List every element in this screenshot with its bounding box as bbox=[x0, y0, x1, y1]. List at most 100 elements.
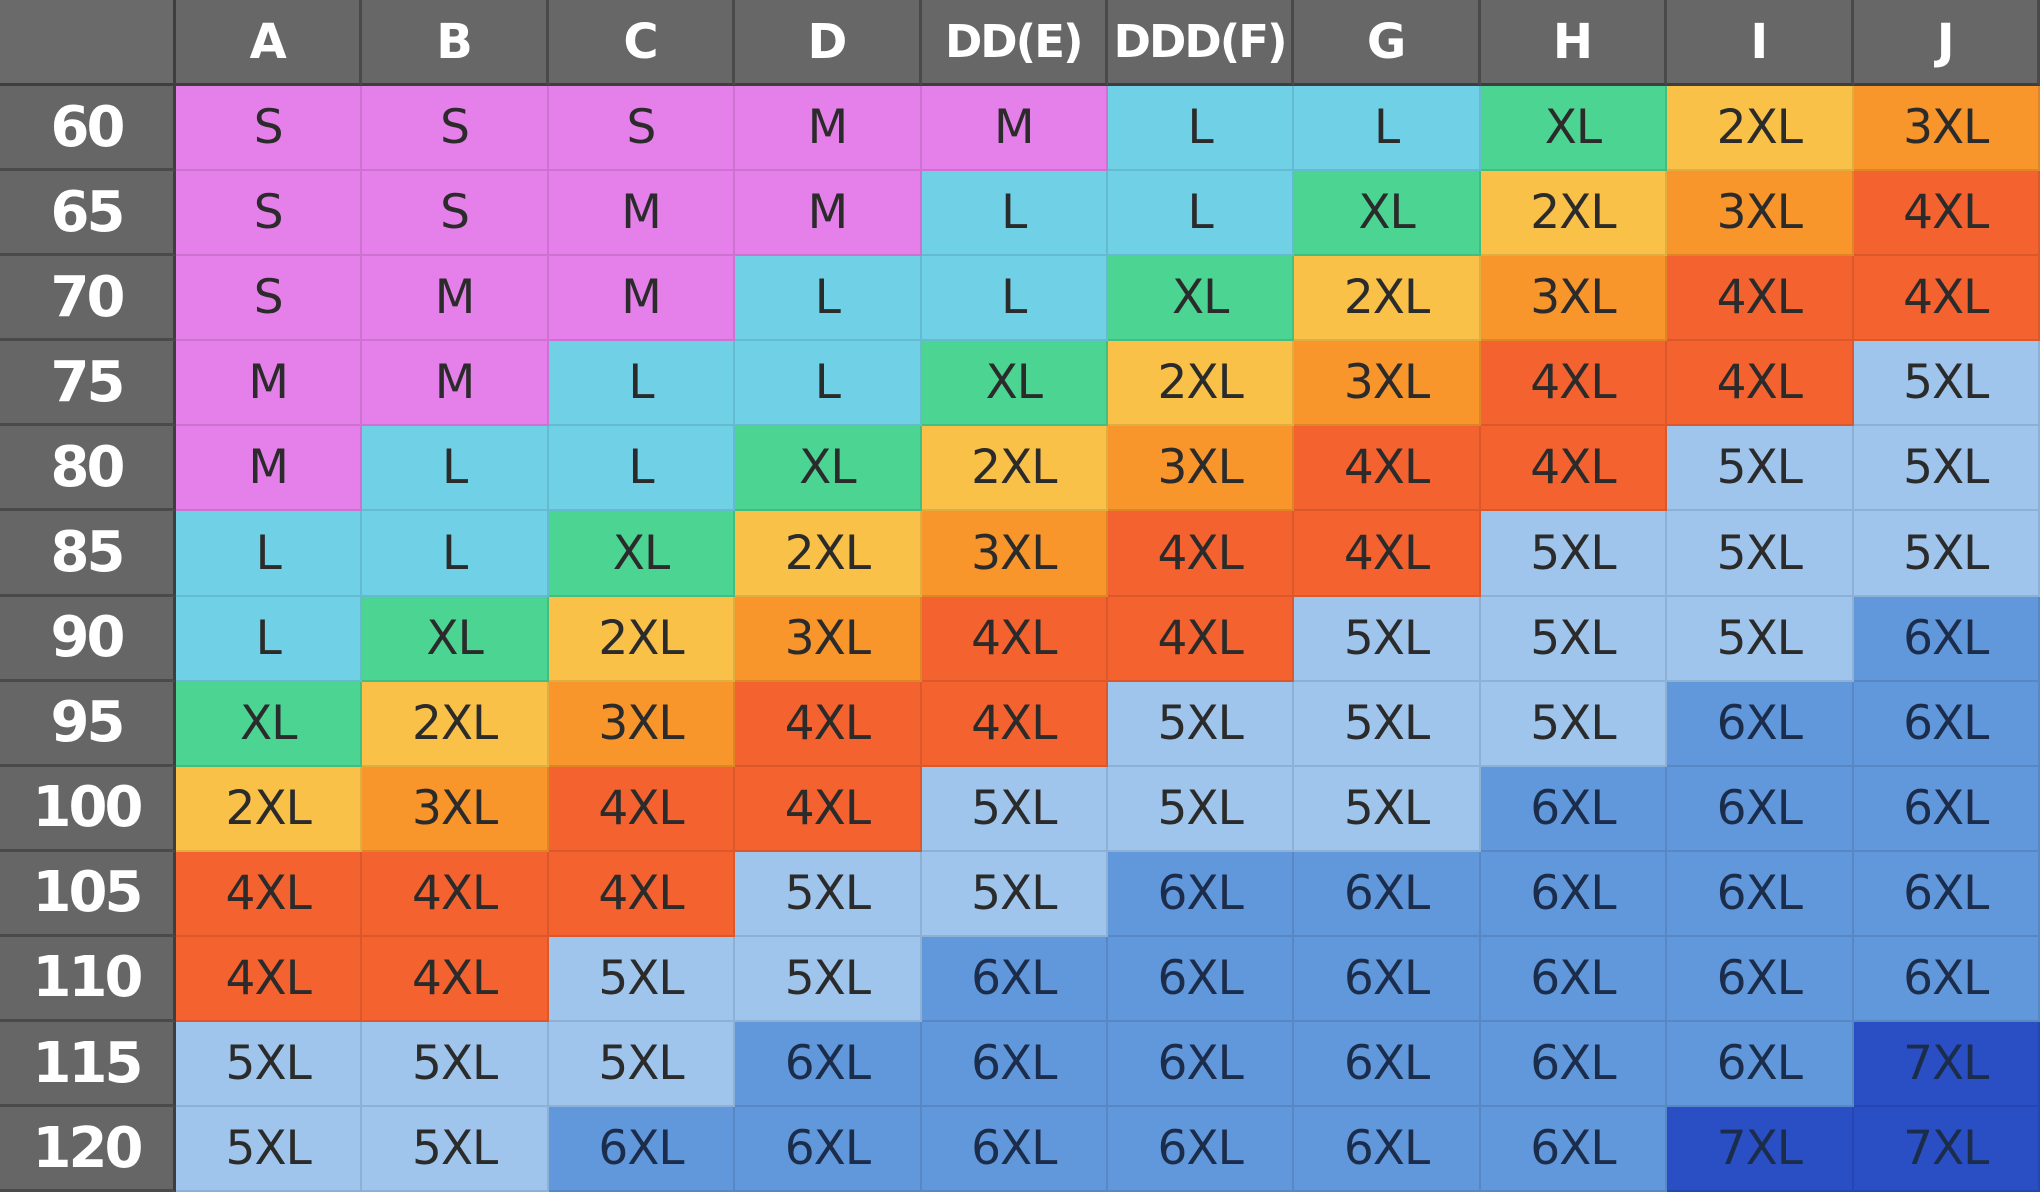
size-cell: 2XL bbox=[362, 681, 549, 767]
size-cell: 2XL bbox=[921, 426, 1108, 512]
size-cell: 3XL bbox=[1667, 171, 1854, 257]
size-cell: 4XL bbox=[548, 766, 736, 852]
size-cell: 5XL bbox=[1480, 681, 1668, 767]
size-cell: 6XL bbox=[921, 1022, 1108, 1108]
cup-header: G bbox=[1294, 0, 1481, 86]
table-corner bbox=[0, 0, 176, 86]
band-header: 100 bbox=[0, 766, 176, 852]
size-cell: S bbox=[362, 86, 549, 172]
size-cell: S bbox=[176, 86, 363, 172]
size-cell: 4XL bbox=[548, 851, 736, 937]
cup-header: D bbox=[735, 0, 922, 86]
size-cell: M bbox=[176, 341, 363, 427]
size-cell: 4XL bbox=[176, 936, 363, 1023]
size-cell: 5XL bbox=[1667, 511, 1854, 597]
band-header: 80 bbox=[0, 426, 176, 512]
size-cell: S bbox=[362, 171, 549, 257]
size-cell: 5XL bbox=[735, 936, 922, 1023]
size-cell: 6XL bbox=[1667, 766, 1854, 852]
band-header: 90 bbox=[0, 596, 176, 682]
size-cell: 5XL bbox=[548, 1022, 736, 1108]
size-cell: L bbox=[362, 511, 549, 597]
band-header: 75 bbox=[0, 341, 176, 427]
size-cell: L bbox=[176, 511, 363, 597]
size-cell: 6XL bbox=[1480, 851, 1668, 937]
size-cell: L bbox=[735, 256, 922, 342]
size-cell: L bbox=[548, 426, 736, 512]
size-cell: L bbox=[1107, 171, 1295, 257]
size-cell: 6XL bbox=[1294, 851, 1481, 937]
size-cell: 2XL bbox=[176, 766, 363, 852]
size-cell: 4XL bbox=[1107, 511, 1295, 597]
band-header: 110 bbox=[0, 936, 176, 1023]
size-cell: 6XL bbox=[1853, 766, 2040, 852]
size-cell: S bbox=[548, 86, 736, 172]
size-cell: S bbox=[176, 256, 363, 342]
size-cell: 5XL bbox=[176, 1022, 363, 1108]
size-cell: L bbox=[362, 426, 549, 512]
size-cell: XL bbox=[362, 596, 549, 682]
size-cell: 6XL bbox=[1667, 681, 1854, 767]
size-cell: 4XL bbox=[921, 681, 1108, 767]
size-cell: 6XL bbox=[1853, 681, 2040, 767]
size-cell: 3XL bbox=[1853, 86, 2040, 172]
size-cell: 2XL bbox=[1107, 341, 1295, 427]
size-cell: 5XL bbox=[1853, 426, 2040, 512]
size-cell: 5XL bbox=[1294, 681, 1481, 767]
size-cell: XL bbox=[921, 341, 1108, 427]
size-cell: XL bbox=[1294, 171, 1481, 257]
size-cell: 3XL bbox=[548, 681, 736, 767]
size-cell: 5XL bbox=[1853, 341, 2040, 427]
size-cell: 6XL bbox=[1480, 936, 1668, 1023]
size-cell: 7XL bbox=[1667, 1107, 1854, 1192]
cup-header: DD(E) bbox=[921, 0, 1108, 86]
size-cell: 5XL bbox=[921, 851, 1108, 937]
size-cell: 6XL bbox=[1853, 596, 2040, 682]
size-cell: M bbox=[176, 426, 363, 512]
size-cell: 5XL bbox=[1853, 511, 2040, 597]
band-header: 85 bbox=[0, 511, 176, 597]
size-cell: 6XL bbox=[1294, 1022, 1481, 1108]
size-cell: 2XL bbox=[1667, 86, 1854, 172]
size-cell: 4XL bbox=[1294, 426, 1481, 512]
band-header: 60 bbox=[0, 86, 176, 172]
size-cell: 4XL bbox=[1294, 511, 1481, 597]
size-cell: 4XL bbox=[1667, 341, 1854, 427]
band-header: 70 bbox=[0, 256, 176, 342]
size-cell: 5XL bbox=[1480, 596, 1668, 682]
band-header: 65 bbox=[0, 171, 176, 257]
size-cell: 4XL bbox=[1853, 171, 2040, 257]
size-cell: 6XL bbox=[921, 1107, 1108, 1192]
size-cell: 6XL bbox=[1480, 766, 1668, 852]
size-cell: M bbox=[548, 256, 736, 342]
size-cell: 4XL bbox=[1107, 596, 1295, 682]
cup-header: B bbox=[362, 0, 549, 86]
size-cell: 3XL bbox=[921, 511, 1108, 597]
size-cell: 5XL bbox=[1107, 681, 1295, 767]
size-cell: 2XL bbox=[1480, 171, 1668, 257]
size-cell: XL bbox=[176, 681, 363, 767]
size-cell: L bbox=[176, 596, 363, 682]
size-cell: 4XL bbox=[921, 596, 1108, 682]
size-cell: 6XL bbox=[1667, 1022, 1854, 1108]
size-cell: 6XL bbox=[1294, 936, 1481, 1023]
size-cell: 5XL bbox=[362, 1107, 549, 1192]
size-cell: 6XL bbox=[735, 1107, 922, 1192]
size-cell: M bbox=[362, 341, 549, 427]
size-cell: 6XL bbox=[1107, 1107, 1295, 1192]
size-cell: L bbox=[921, 171, 1108, 257]
size-cell: 3XL bbox=[1480, 256, 1668, 342]
size-cell: 7XL bbox=[1853, 1022, 2040, 1108]
size-cell: 4XL bbox=[1667, 256, 1854, 342]
size-cell: 6XL bbox=[921, 936, 1108, 1023]
size-cell: 4XL bbox=[1853, 256, 2040, 342]
size-cell: 5XL bbox=[1294, 766, 1481, 852]
size-cell: 4XL bbox=[1480, 341, 1668, 427]
cup-header: DDD(F) bbox=[1107, 0, 1295, 86]
size-cell: 6XL bbox=[1294, 1107, 1481, 1192]
size-cell: 2XL bbox=[1294, 256, 1481, 342]
band-header: 120 bbox=[0, 1107, 176, 1192]
size-cell: M bbox=[921, 86, 1108, 172]
size-cell: 4XL bbox=[735, 766, 922, 852]
